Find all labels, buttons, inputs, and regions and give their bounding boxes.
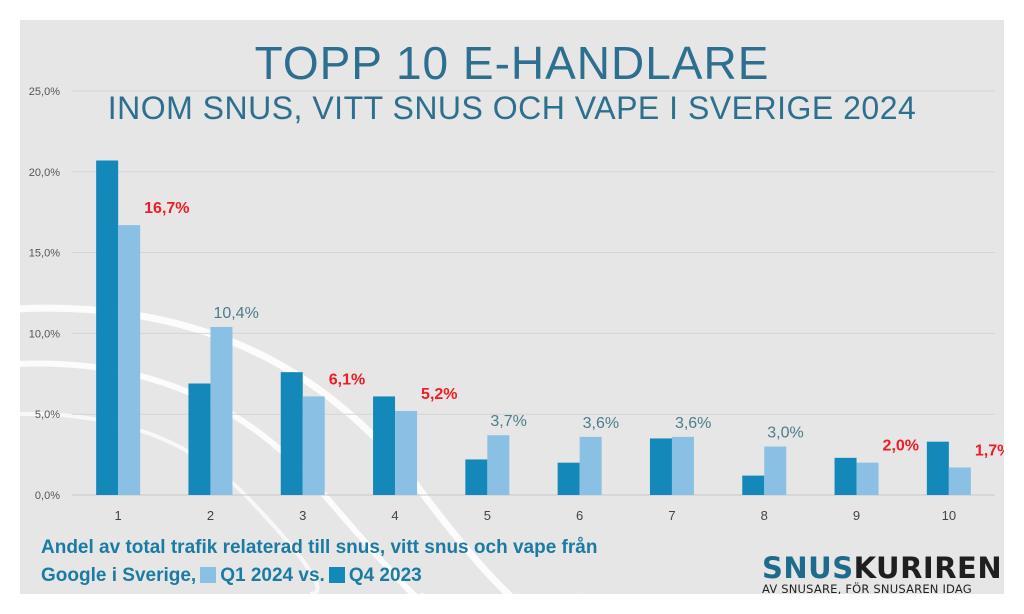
- brand-logo: SNUSKURIREN AV SNUSARE, FÖR SNUSAREN IDA…: [762, 551, 1002, 595]
- footer-caption: Andel av total trafik relaterad till snu…: [41, 534, 597, 590]
- data-label: 3,7%: [490, 413, 526, 430]
- bar-q1-2024-8: [764, 446, 787, 495]
- brand-name-part-1: SNUS: [762, 551, 854, 585]
- bar-chart: 0,0% 5,0% 10,0% 15,0% 20,0% 25,0% 1 16,7% 2 10,4…: [20, 86, 1004, 594]
- data-label: 16,7%: [144, 200, 189, 217]
- chart-subtitle: INOM SNUS, VITT SNUS OCH VAPE I SVERIGE …: [107, 90, 917, 126]
- y-tick-label: 25,0%: [29, 86, 60, 98]
- data-label: 3,6%: [675, 415, 711, 432]
- bar-q4-2023-10: [926, 441, 949, 495]
- brand-name-part-2: KURIREN: [853, 551, 1003, 585]
- bar-q4-2023-3: [280, 372, 303, 495]
- legend-swatch-q4-2023: [328, 567, 345, 583]
- footer-line-1: Andel av total trafik relaterad till snu…: [41, 537, 598, 558]
- y-tick-label: 5,0%: [35, 409, 60, 421]
- bar-q4-2023-6: [557, 462, 580, 495]
- data-label: 6,1%: [329, 371, 365, 388]
- bar-q4-2023-5: [465, 459, 488, 495]
- bar-q1-2024-6: [579, 436, 602, 495]
- x-tick-label: 5: [484, 508, 491, 523]
- footer-line-2: Google i Sverige, Q1 2024 vs. Q4 2023: [41, 562, 597, 590]
- bar-q1-2024-10: [948, 467, 971, 495]
- x-tick-label: 10: [942, 508, 956, 523]
- y-tick-label: 20,0%: [29, 167, 60, 179]
- x-tick-label: 1: [115, 508, 122, 523]
- y-tick-label: 0,0%: [35, 490, 60, 502]
- data-label: 10,4%: [213, 305, 258, 322]
- y-tick-label: 15,0%: [29, 248, 60, 260]
- data-label: 2,0%: [883, 438, 919, 455]
- bar-q4-2023-2: [188, 383, 211, 495]
- bar-q4-2023-9: [834, 457, 857, 495]
- bar-q1-2024-5: [487, 435, 510, 495]
- x-tick-label: 6: [576, 508, 583, 523]
- legend-label-q4-2023: Q4 2023: [348, 565, 422, 586]
- bar-q1-2024-7: [671, 436, 694, 495]
- x-tick-label: 4: [391, 508, 398, 523]
- chart-frame: 0,0% 5,0% 10,0% 15,0% 20,0% 25,0% 1 16,7% 2 10,4…: [20, 20, 1004, 594]
- x-tick-label: 3: [299, 508, 306, 523]
- chart-title: TOPP 10 E-HANDLARE: [254, 37, 770, 89]
- bar-q1-2024-2: [210, 326, 233, 495]
- bar-q4-2023-4: [373, 396, 396, 495]
- bar-q4-2023-7: [649, 438, 672, 495]
- footer-line-2-prefix: Google i Sverige,: [41, 565, 197, 586]
- data-label: 5,2%: [421, 386, 457, 403]
- x-tick-label: 2: [207, 508, 214, 523]
- x-tick-label: 7: [668, 508, 675, 523]
- bar-q1-2024-1: [118, 225, 141, 496]
- bar-q1-2024-3: [302, 396, 325, 495]
- brand-tagline: AV SNUSARE, FÖR SNUSAREN IDAG: [762, 582, 972, 594]
- legend-swatch-q1-2024: [200, 567, 217, 583]
- legend-label-q1-2024: Q1 2024 vs.: [220, 565, 325, 586]
- x-tick-label: 8: [761, 508, 768, 523]
- brand-name: SNUSKURIREN: [762, 551, 1002, 585]
- x-tick-label: 9: [853, 508, 860, 523]
- data-label: 3,6%: [583, 415, 619, 432]
- data-label: 3,0%: [767, 425, 803, 442]
- bar-q1-2024-4: [395, 410, 418, 495]
- bar-q4-2023-1: [96, 160, 119, 495]
- data-label: 1,7%: [975, 443, 1004, 460]
- bar-q1-2024-9: [856, 462, 879, 495]
- bar-q4-2023-8: [742, 475, 765, 495]
- y-tick-label: 10,0%: [29, 328, 60, 340]
